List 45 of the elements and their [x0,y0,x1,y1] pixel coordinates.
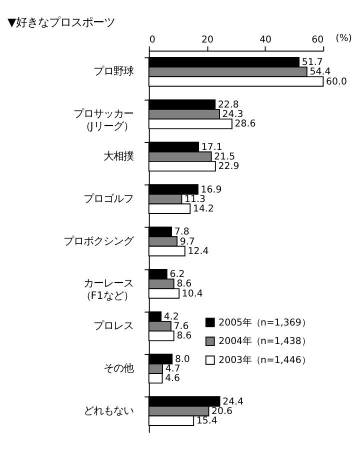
data-label: 16.9 [200,184,222,196]
legend-label: 2005年（n=1,369） [218,317,310,328]
data-label: 22.9 [218,161,240,172]
y-tick-label: プロボクシング [63,235,134,248]
data-label: 51.7 [302,57,323,68]
data-label: 15.4 [196,416,218,427]
y-tick-label: どれもない [83,404,134,417]
text: ▼好きなプロスポーツ [8,16,116,30]
data-label: 9.7 [180,236,195,248]
data-label: 24.3 [222,109,244,120]
y-tick-label: プロサッカー（Jリーグ） [73,108,134,132]
data-label: 24.4 [222,396,244,408]
data-label: 17.1 [201,142,222,153]
data-label: 54.4 [310,66,331,78]
y-tick-label: 大相撲 [103,150,134,162]
data-label: 4.6 [165,373,180,384]
x-tick-label: 60 [312,34,324,46]
data-label: 12.4 [188,246,209,257]
x-tick-label: 0 [149,34,156,46]
data-label: 14.2 [192,203,214,214]
data-label: 7.6 [174,321,189,332]
y-tick-label: その他 [103,362,134,374]
data-label: 6.2 [170,269,185,280]
data-label: 4.2 [164,311,179,322]
data-label: 4.7 [165,363,180,374]
y-tick-label: プロゴルフ [83,192,134,205]
y-tick-label: カーレース（F1など） [80,278,134,302]
y-tick-label: プロレス [93,320,134,332]
legend-label: 2004年（n=1,438） [218,336,310,348]
data-label: 8.6 [176,330,192,342]
data-label: 8.6 [176,278,192,290]
data-label: 11.3 [184,194,206,205]
x-tick-label: 20 [201,34,214,46]
x-axis-title: (%) [336,32,352,44]
data-label: 21.5 [214,151,236,162]
legend-label: 2003年（n=1,446） [218,355,310,366]
data-label: 20.6 [212,406,233,417]
x-tick-label: 40 [260,34,272,46]
data-label: 22.8 [218,99,239,110]
y-tick-label: プロ野球 [93,66,134,78]
data-label: 10.4 [182,288,203,300]
data-label: 8.0 [174,354,190,365]
data-label: 28.6 [234,118,256,130]
data-label: 60.0 [326,76,347,88]
data-label: 7.8 [174,226,190,238]
